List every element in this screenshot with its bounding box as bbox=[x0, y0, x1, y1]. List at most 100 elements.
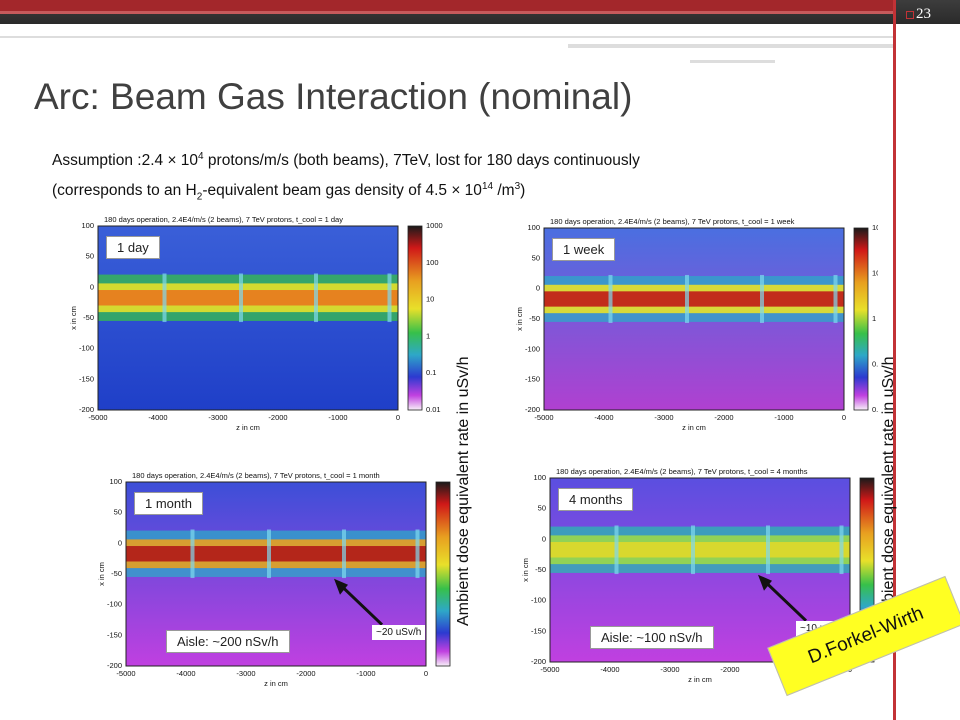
aisle-dose-label: Aisle: ~100 nSv/h bbox=[590, 626, 714, 649]
beam-band bbox=[550, 542, 850, 558]
divider bbox=[0, 36, 893, 38]
plot-frame bbox=[97, 225, 399, 411]
magnet-gap bbox=[833, 274, 838, 324]
arrow-dose-label: ~20 uSv/h bbox=[372, 624, 426, 640]
x-tick-label: 0 bbox=[842, 413, 846, 422]
side-axis-label: Ambient dose equivalent rate in uSv/h bbox=[455, 356, 472, 627]
colorbar-tick-label: 0.1 bbox=[872, 360, 878, 369]
cooling-time-label: 4 months bbox=[558, 488, 634, 511]
magnet-gap bbox=[162, 273, 167, 323]
cooling-time-label: 1 day bbox=[106, 236, 160, 259]
cooling-time-label: 1 week bbox=[552, 238, 616, 261]
panel-title: 180 days operation, 2.4E4/m/s (2 beams),… bbox=[550, 217, 795, 226]
magnet-gap bbox=[760, 274, 764, 324]
y-tick-label: -150 bbox=[107, 630, 122, 639]
colorbar-tick-label: 1 bbox=[426, 331, 430, 340]
x-tick-label: -3000 bbox=[208, 413, 227, 422]
divider bbox=[690, 60, 775, 63]
plot-frame bbox=[549, 477, 851, 663]
dose-map-1-month: 180 days operation, 2.4E4/m/s (2 beams),… bbox=[64, 460, 469, 700]
x-tick-label: 0 bbox=[396, 413, 400, 422]
y-tick-label: -100 bbox=[531, 596, 546, 605]
beam-band bbox=[544, 291, 844, 307]
x-tick-label: -2000 bbox=[714, 413, 733, 422]
beam-band bbox=[98, 290, 398, 306]
top-accent-bar bbox=[0, 0, 893, 11]
y-tick-label: 50 bbox=[532, 253, 540, 262]
x-tick-label: -2000 bbox=[720, 665, 739, 674]
pointer-arrow bbox=[760, 577, 808, 622]
y-tick-label: -100 bbox=[79, 344, 94, 353]
y-axis-label: x in cm bbox=[97, 562, 106, 586]
y-tick-label: -50 bbox=[111, 569, 122, 578]
y-tick-label: 100 bbox=[109, 477, 122, 486]
cooling-time-label: 1 month bbox=[134, 492, 203, 515]
assumption-text: Assumption :2.4 × 104 protons/m/s (both … bbox=[52, 151, 640, 203]
y-tick-label: -150 bbox=[79, 374, 94, 383]
y-axis-label: x in cm bbox=[69, 306, 78, 330]
x-tick-label: -4000 bbox=[148, 413, 167, 422]
y-tick-label: 0 bbox=[542, 534, 546, 543]
y-tick-label: -50 bbox=[535, 565, 546, 574]
y-tick-label: -50 bbox=[83, 313, 94, 322]
y-tick-label: 0 bbox=[118, 538, 122, 547]
side-axis-label: Ambient dose equivalent rate in uSv/h bbox=[880, 356, 897, 627]
plot-frame bbox=[543, 227, 845, 411]
magnet-gap bbox=[239, 273, 243, 323]
x-tick-label: -2000 bbox=[296, 669, 315, 678]
dose-map-svg: 180 days operation, 2.4E4/m/s (2 beams),… bbox=[515, 217, 887, 432]
magnet-gap bbox=[314, 273, 318, 323]
x-axis-label: z in cm bbox=[264, 679, 288, 688]
colorbar-tick-label: 0.01 bbox=[872, 405, 878, 414]
x-axis-label: z in cm bbox=[236, 423, 260, 432]
y-axis-label: x in cm bbox=[521, 558, 530, 582]
y-tick-label: -150 bbox=[525, 375, 540, 384]
magnet-gap bbox=[685, 274, 689, 324]
colorbar-tick-label: 100 bbox=[872, 223, 878, 232]
y-tick-label: -200 bbox=[531, 657, 546, 666]
top-accent-bar-light bbox=[0, 11, 893, 14]
magnet-gap bbox=[614, 525, 619, 575]
x-tick-label: -4000 bbox=[594, 413, 613, 422]
magnet-gap bbox=[839, 525, 844, 575]
x-tick-label: -4000 bbox=[600, 665, 619, 674]
y-tick-label: -200 bbox=[525, 405, 540, 414]
x-tick-label: -1000 bbox=[356, 669, 375, 678]
colorbar-tick-label: 0.1 bbox=[426, 368, 436, 377]
y-tick-label: -100 bbox=[525, 344, 540, 353]
dose-map-svg: 180 days operation, 2.4E4/m/s (2 beams),… bbox=[69, 215, 443, 432]
colorbar-tick-label: 100 bbox=[426, 258, 439, 267]
y-tick-label: 50 bbox=[86, 252, 94, 261]
y-tick-label: 50 bbox=[538, 504, 546, 513]
colorbar bbox=[407, 225, 423, 411]
right-accent-line bbox=[893, 0, 896, 720]
colorbar-tick-label: 1000 bbox=[426, 221, 443, 230]
magnet-gap bbox=[766, 525, 770, 575]
magnet-gap bbox=[387, 273, 392, 323]
x-tick-label: -2000 bbox=[268, 413, 287, 422]
y-tick-label: -200 bbox=[107, 661, 122, 670]
y-tick-label: 0 bbox=[536, 284, 540, 293]
colorbar bbox=[853, 227, 869, 411]
x-tick-label: -3000 bbox=[660, 665, 679, 674]
y-tick-label: 100 bbox=[81, 221, 94, 230]
dose-map-svg: 180 days operation, 2.4E4/m/s (2 beams),… bbox=[97, 471, 469, 688]
panel-title: 180 days operation, 2.4E4/m/s (2 beams),… bbox=[104, 215, 343, 224]
magnet-gap bbox=[190, 529, 195, 579]
x-tick-label: -3000 bbox=[654, 413, 673, 422]
colorbar-tick-label: 0.01 bbox=[426, 405, 441, 414]
x-tick-label: -5000 bbox=[540, 665, 559, 674]
magnet-gap bbox=[691, 525, 695, 575]
magnet-gap bbox=[415, 529, 420, 579]
x-tick-label: -4000 bbox=[176, 669, 195, 678]
colorbar bbox=[435, 481, 451, 667]
x-tick-label: -5000 bbox=[88, 413, 107, 422]
magnet-gap bbox=[608, 274, 613, 324]
x-tick-label: 0 bbox=[424, 669, 428, 678]
magnet-gap bbox=[342, 529, 346, 579]
panel-title: 180 days operation, 2.4E4/m/s (2 beams),… bbox=[132, 471, 380, 480]
dose-map-1-day: 180 days operation, 2.4E4/m/s (2 beams),… bbox=[64, 212, 454, 444]
x-tick-label: -5000 bbox=[534, 413, 553, 422]
slide-title: Arc: Beam Gas Interaction (nominal) bbox=[34, 76, 633, 117]
y-tick-label: -100 bbox=[107, 600, 122, 609]
